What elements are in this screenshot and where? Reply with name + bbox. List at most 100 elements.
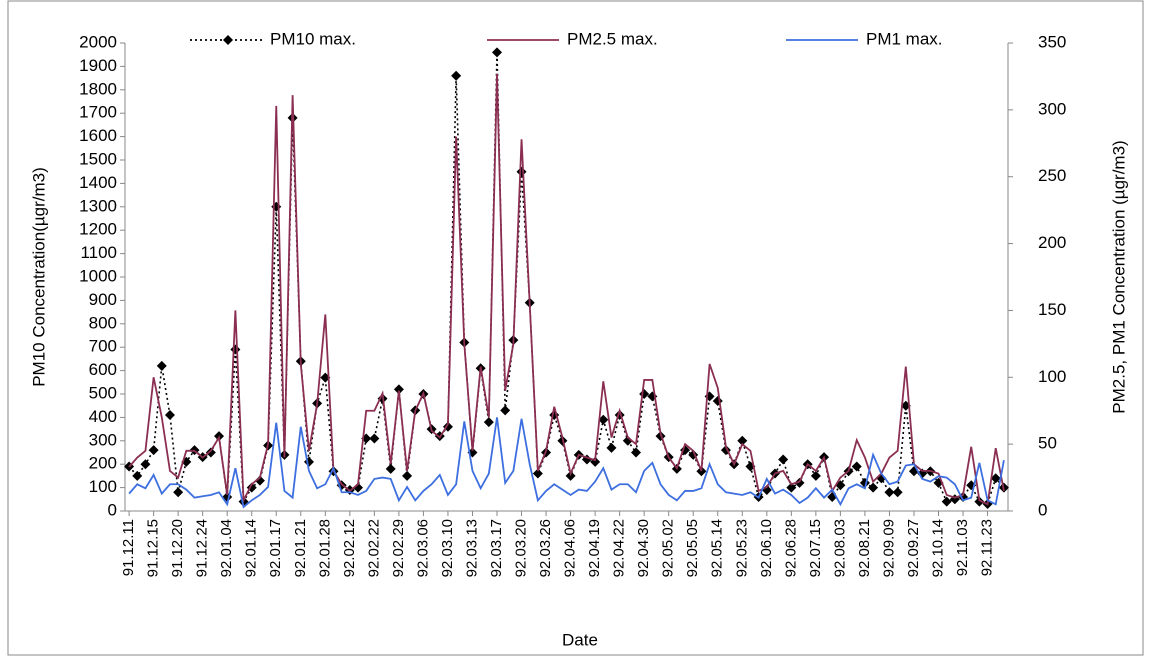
data-point <box>492 47 503 58</box>
data-point <box>164 410 175 421</box>
y-tick-label: 1500 <box>79 149 117 168</box>
series-line <box>128 417 1005 509</box>
data-point <box>173 487 184 498</box>
data-point <box>810 470 821 481</box>
x-tick-label: 91.12.24 <box>194 519 211 577</box>
data-point <box>737 435 748 446</box>
x-tick-label: 92.03.17 <box>488 519 505 577</box>
data-point <box>353 482 364 493</box>
y-tick-label: 1000 <box>79 266 117 285</box>
x-tick-label: 91.12.15 <box>145 519 162 577</box>
x-tick-label: 92.04.30 <box>635 519 652 577</box>
data-point <box>393 384 404 395</box>
y2-tick-label: 50 <box>1038 434 1057 453</box>
y2-tick-label: 350 <box>1038 32 1066 51</box>
x-axis-label: Date <box>562 630 598 649</box>
x-tick-label: 92.05.05 <box>684 519 701 577</box>
legend-label: PM10 max. <box>270 29 356 48</box>
x-tick-label: 92.02.12 <box>341 519 358 577</box>
y-tick-label: 1900 <box>79 56 117 75</box>
x-tick-label: 92.03.20 <box>513 519 530 577</box>
data-point <box>369 433 380 444</box>
data-point <box>385 463 396 474</box>
data-point <box>598 414 609 425</box>
data-point <box>451 70 462 81</box>
x-tick-label: 92.01.14 <box>243 519 260 577</box>
x-tick-label: 92.01.28 <box>316 519 333 577</box>
y2-tick-label: 100 <box>1038 367 1066 386</box>
y-tick-label: 1600 <box>79 126 117 145</box>
x-tick-label: 92.03.06 <box>414 519 431 577</box>
x-tick-label: 92.03.26 <box>537 519 554 577</box>
chart-border <box>7 0 1144 656</box>
x-tick-label: 92.09.27 <box>905 519 922 577</box>
data-point <box>606 442 617 453</box>
data-point <box>892 487 903 498</box>
data-point <box>851 461 862 472</box>
data-point <box>148 445 159 456</box>
x-tick-label: 92.02.29 <box>390 519 407 577</box>
y-tick-label: 0 <box>108 500 117 519</box>
y-tick-label: 2000 <box>79 32 117 51</box>
x-tick-label: 92.02.22 <box>365 519 382 577</box>
data-point <box>254 475 265 486</box>
data-point <box>990 473 1001 484</box>
y-tick-label: 500 <box>89 383 117 402</box>
data-point <box>941 496 952 507</box>
data-point <box>483 417 494 428</box>
data-point <box>884 487 895 498</box>
x-tick-label: 92.03.10 <box>439 519 456 577</box>
x-tick-label: 92.09.09 <box>880 519 897 577</box>
data-point <box>630 447 641 458</box>
x-tick-label: 92.08.21 <box>856 519 873 577</box>
x-tick-label: 92.01.04 <box>218 519 235 577</box>
x-tick-label: 92.01.21 <box>292 519 309 577</box>
x-tick-label: 92.04.06 <box>562 519 579 577</box>
y2-tick-label: 150 <box>1038 300 1066 319</box>
data-point <box>794 477 805 488</box>
x-tick-label: 92.06.28 <box>782 519 799 577</box>
y-tick-label: 1200 <box>79 220 117 239</box>
x-tick-label: 92.05.23 <box>733 519 750 577</box>
data-point <box>402 470 413 481</box>
data-point <box>140 459 151 470</box>
data-point <box>156 360 167 371</box>
data-point <box>622 435 633 446</box>
x-tick-label: 91.12.11 <box>120 519 137 576</box>
y-tick-label: 1100 <box>80 243 117 262</box>
x-tick-label: 92.06.10 <box>758 519 775 577</box>
y2-tick-label: 300 <box>1038 99 1066 118</box>
legend-marker <box>223 35 233 45</box>
y-tick-label: 100 <box>89 477 117 496</box>
x-tick-label: 92.11.03 <box>954 519 971 576</box>
x-tick-label: 92.04.19 <box>586 519 603 577</box>
y2-tick-label: 200 <box>1038 233 1066 252</box>
x-tick-label: 92.05.02 <box>660 519 677 577</box>
y-tick-label: 600 <box>89 360 117 379</box>
data-point <box>205 447 216 458</box>
x-tick-label: 92.03.13 <box>463 519 480 577</box>
legend-label: PM1 max. <box>866 29 943 48</box>
y2-tick-label: 0 <box>1038 500 1047 519</box>
y2-tick-label: 250 <box>1038 166 1066 185</box>
data-point <box>974 496 985 507</box>
y-tick-label: 400 <box>89 407 117 426</box>
x-tick-label: 92.10.14 <box>929 519 946 577</box>
x-tick-label: 92.07.15 <box>807 519 824 577</box>
legend-label: PM2.5 max. <box>567 29 658 48</box>
y2-axis-label: PM2.5, PM1 Concentration (µgr/m3) <box>1109 140 1128 413</box>
data-point <box>532 468 543 479</box>
x-tick-label: 92.01.17 <box>267 519 284 577</box>
data-point <box>565 470 576 481</box>
data-point <box>868 482 879 493</box>
y-tick-label: 800 <box>89 313 117 332</box>
data-point <box>500 405 511 416</box>
data-point <box>696 466 707 477</box>
y-tick-label: 1800 <box>79 79 117 98</box>
series-line <box>128 73 1005 506</box>
y-tick-label: 200 <box>89 454 117 473</box>
y-axis-label: PM10 Concentration(µgr/m3) <box>29 167 48 387</box>
x-tick-label: 91.12.20 <box>169 519 186 577</box>
y-tick-label: 900 <box>89 290 117 309</box>
